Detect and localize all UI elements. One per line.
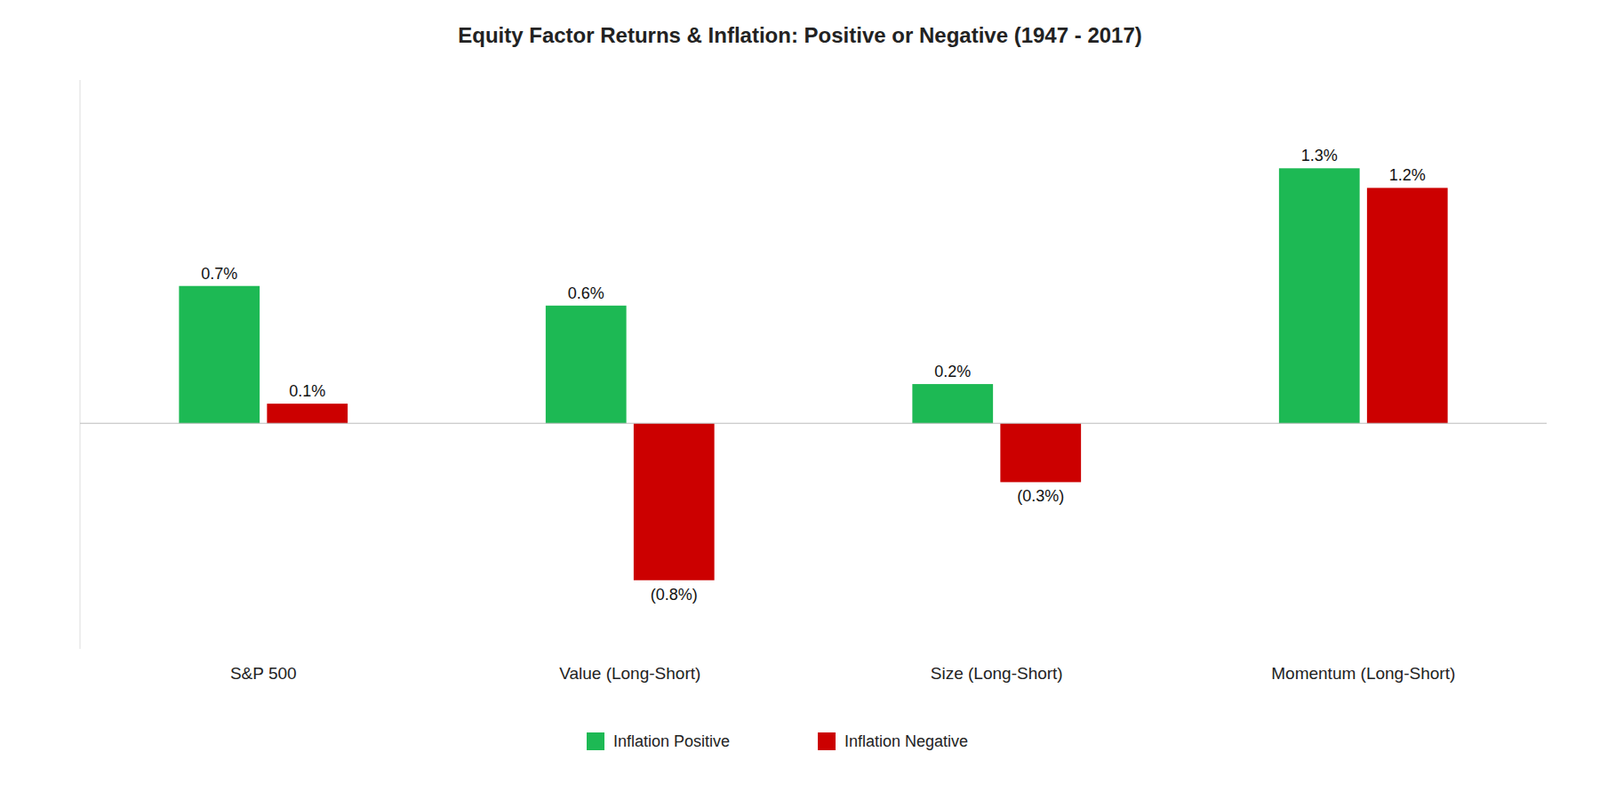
legend-swatch [586, 732, 605, 751]
x-tick-label: S&P 500 [230, 664, 297, 683]
legend: Inflation Positive Inflation Negative [586, 732, 968, 751]
bar [912, 384, 993, 424]
legend-label: Inflation Negative [844, 732, 968, 751]
bar [1000, 423, 1081, 482]
chart-title: Equity Factor Returns & Inflation: Posit… [457, 23, 1143, 48]
x-tick-label: Size (Long-Short) [930, 664, 1064, 683]
baseline [80, 423, 1547, 424]
bar [178, 286, 260, 424]
data-label: 0.2% [934, 362, 971, 381]
bar [1279, 168, 1360, 424]
data-label: 1.2% [1389, 166, 1426, 184]
y-axis-line [80, 80, 81, 649]
bar [1367, 187, 1448, 424]
chart-container: Equity Factor Returns & Inflation: Posit… [0, 0, 1600, 800]
data-label: 0.1% [288, 382, 326, 400]
data-label: 0.6% [568, 284, 605, 303]
bars [178, 168, 1448, 580]
legend-label: Inflation Positive [613, 732, 730, 751]
data-label: 0.7% [200, 264, 238, 283]
bar [545, 305, 627, 424]
data-label: (0.3%) [1016, 487, 1064, 505]
data-labels: 0.7% 0.6% 0.2% 1.3% 0.1% (0.8%) (0.3%) 1.2% [200, 146, 1426, 603]
chart-svg: Equity Factor Returns & Inflation: Posit… [0, 0, 1600, 800]
data-label: 1.3% [1301, 146, 1338, 165]
bar [633, 423, 715, 581]
x-tick-label: Value (Long-Short) [559, 664, 701, 683]
x-tick-label: Momentum (Long-Short) [1271, 664, 1456, 683]
data-label: (0.8%) [650, 585, 698, 604]
legend-swatch [817, 732, 836, 751]
bar [266, 403, 348, 424]
